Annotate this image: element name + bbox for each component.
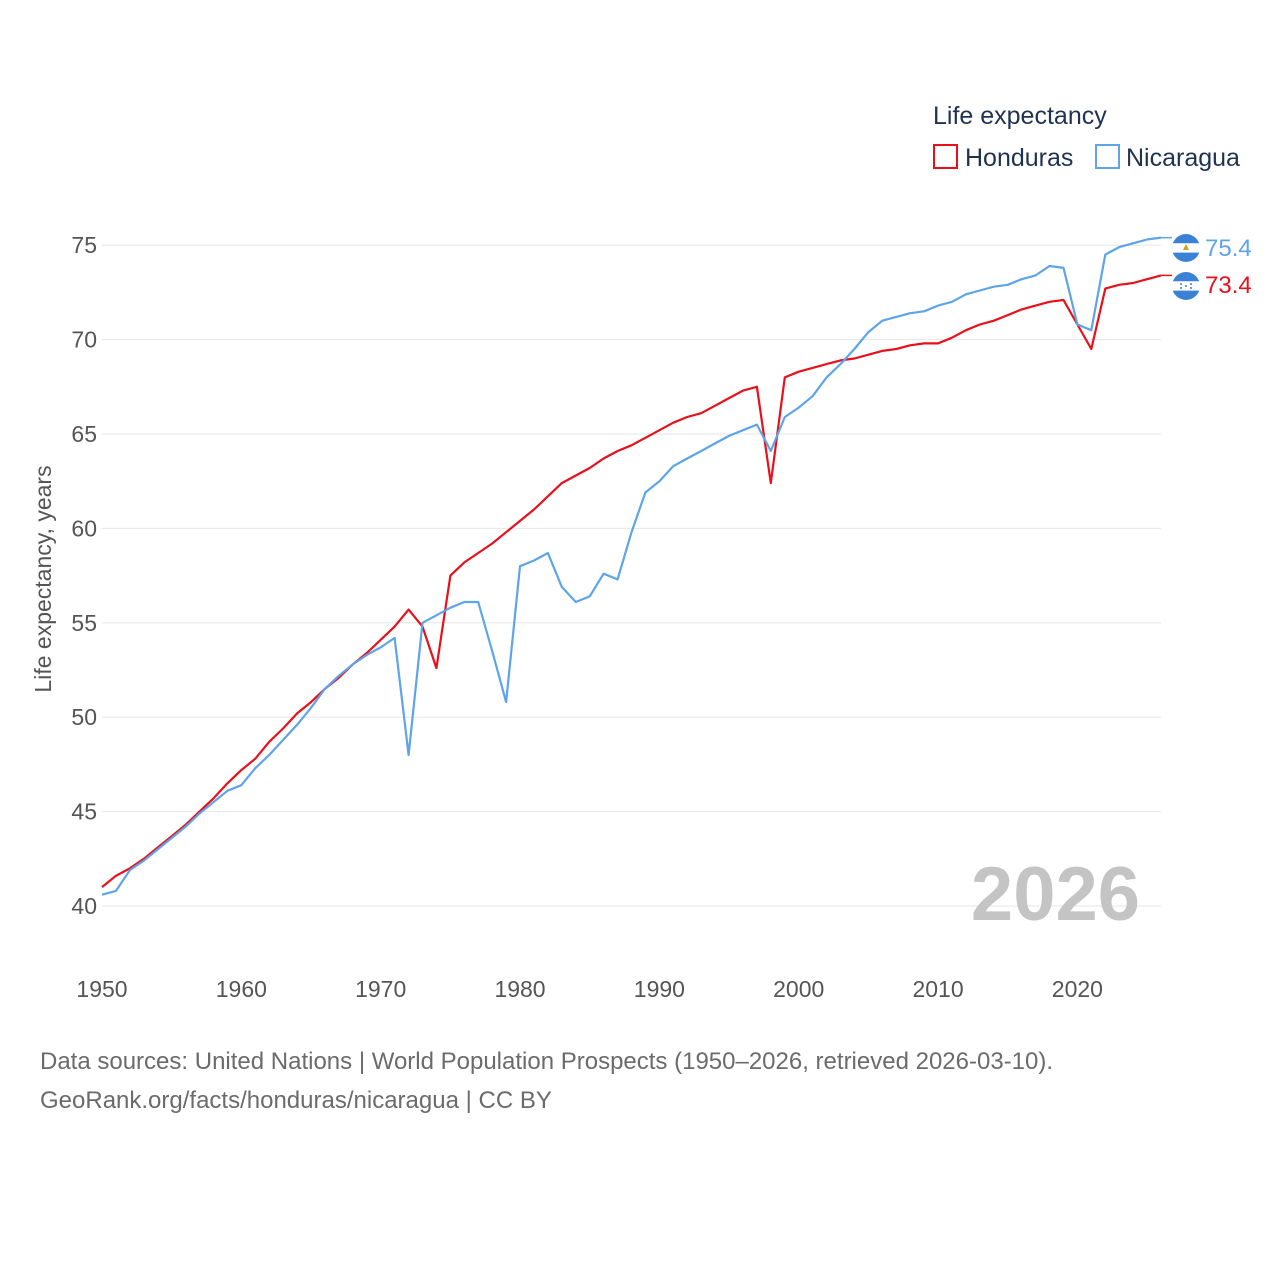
- series-line-nicaragua: [101, 236, 1162, 896]
- honduras-flag-icon: [1172, 272, 1200, 300]
- x-tick-label: 1970: [355, 976, 406, 1002]
- x-tick-label: 1950: [76, 976, 127, 1002]
- legend-swatch-nicaragua: [1095, 144, 1120, 169]
- end-label-nicaragua: 75.4: [1205, 235, 1252, 262]
- x-tick-label: 1980: [494, 976, 545, 1002]
- y-tick-label: 45: [71, 799, 97, 825]
- end-marker-nicaragua: 75.4: [1172, 234, 1252, 262]
- y-tick-label: 40: [71, 893, 97, 919]
- x-tick-label: 1960: [216, 976, 267, 1002]
- y-tick-label: 65: [71, 421, 97, 447]
- y-tick-label: 75: [71, 232, 97, 258]
- y-tick-label: 60: [71, 515, 97, 541]
- legend-label-honduras: Honduras: [965, 144, 1073, 172]
- data-source-text: Data sources: United Nations | World Pop…: [40, 1048, 1054, 1075]
- x-axis-ticks: 1950 1960 1970 1980 1990 2000 2010 2020: [76, 976, 1103, 1002]
- life-expectancy-chart: 40 45 50 55 60 65 70 75 1950 1960 1970 1980 1990 200…: [30, 102, 1252, 1002]
- end-label-honduras: 73.4: [1205, 272, 1252, 299]
- y-axis-ticks: 40 45 50 55 60 65 70 75: [71, 232, 97, 919]
- gridlines: [102, 244, 1161, 907]
- x-tick-label: 2020: [1052, 976, 1103, 1002]
- source-url-text: GeoRank.org/facts/honduras/nicaragua | C…: [40, 1087, 552, 1114]
- legend-label-nicaragua: Nicaragua: [1126, 144, 1240, 172]
- series-line-honduras: [101, 274, 1162, 888]
- x-tick-label: 2010: [912, 976, 963, 1002]
- x-tick-label: 2000: [773, 976, 824, 1002]
- nicaragua-flag-icon: [1172, 234, 1200, 262]
- y-axis-title: Life expectancy, years: [30, 465, 56, 692]
- legend-swatch-honduras: [933, 144, 958, 169]
- legend: Honduras Nicaragua: [933, 144, 1240, 172]
- series-lines: [101, 236, 1172, 896]
- end-marker-honduras: 73.4: [1172, 272, 1252, 300]
- footer-credits: Data sources: United Nations | World Pop…: [40, 1042, 1053, 1120]
- y-tick-label: 70: [71, 327, 97, 353]
- legend-title: Life expectancy: [933, 102, 1107, 130]
- x-tick-label: 1990: [634, 976, 685, 1002]
- y-tick-label: 50: [71, 704, 97, 730]
- year-watermark: 2026: [971, 852, 1140, 937]
- y-tick-label: 55: [71, 610, 97, 636]
